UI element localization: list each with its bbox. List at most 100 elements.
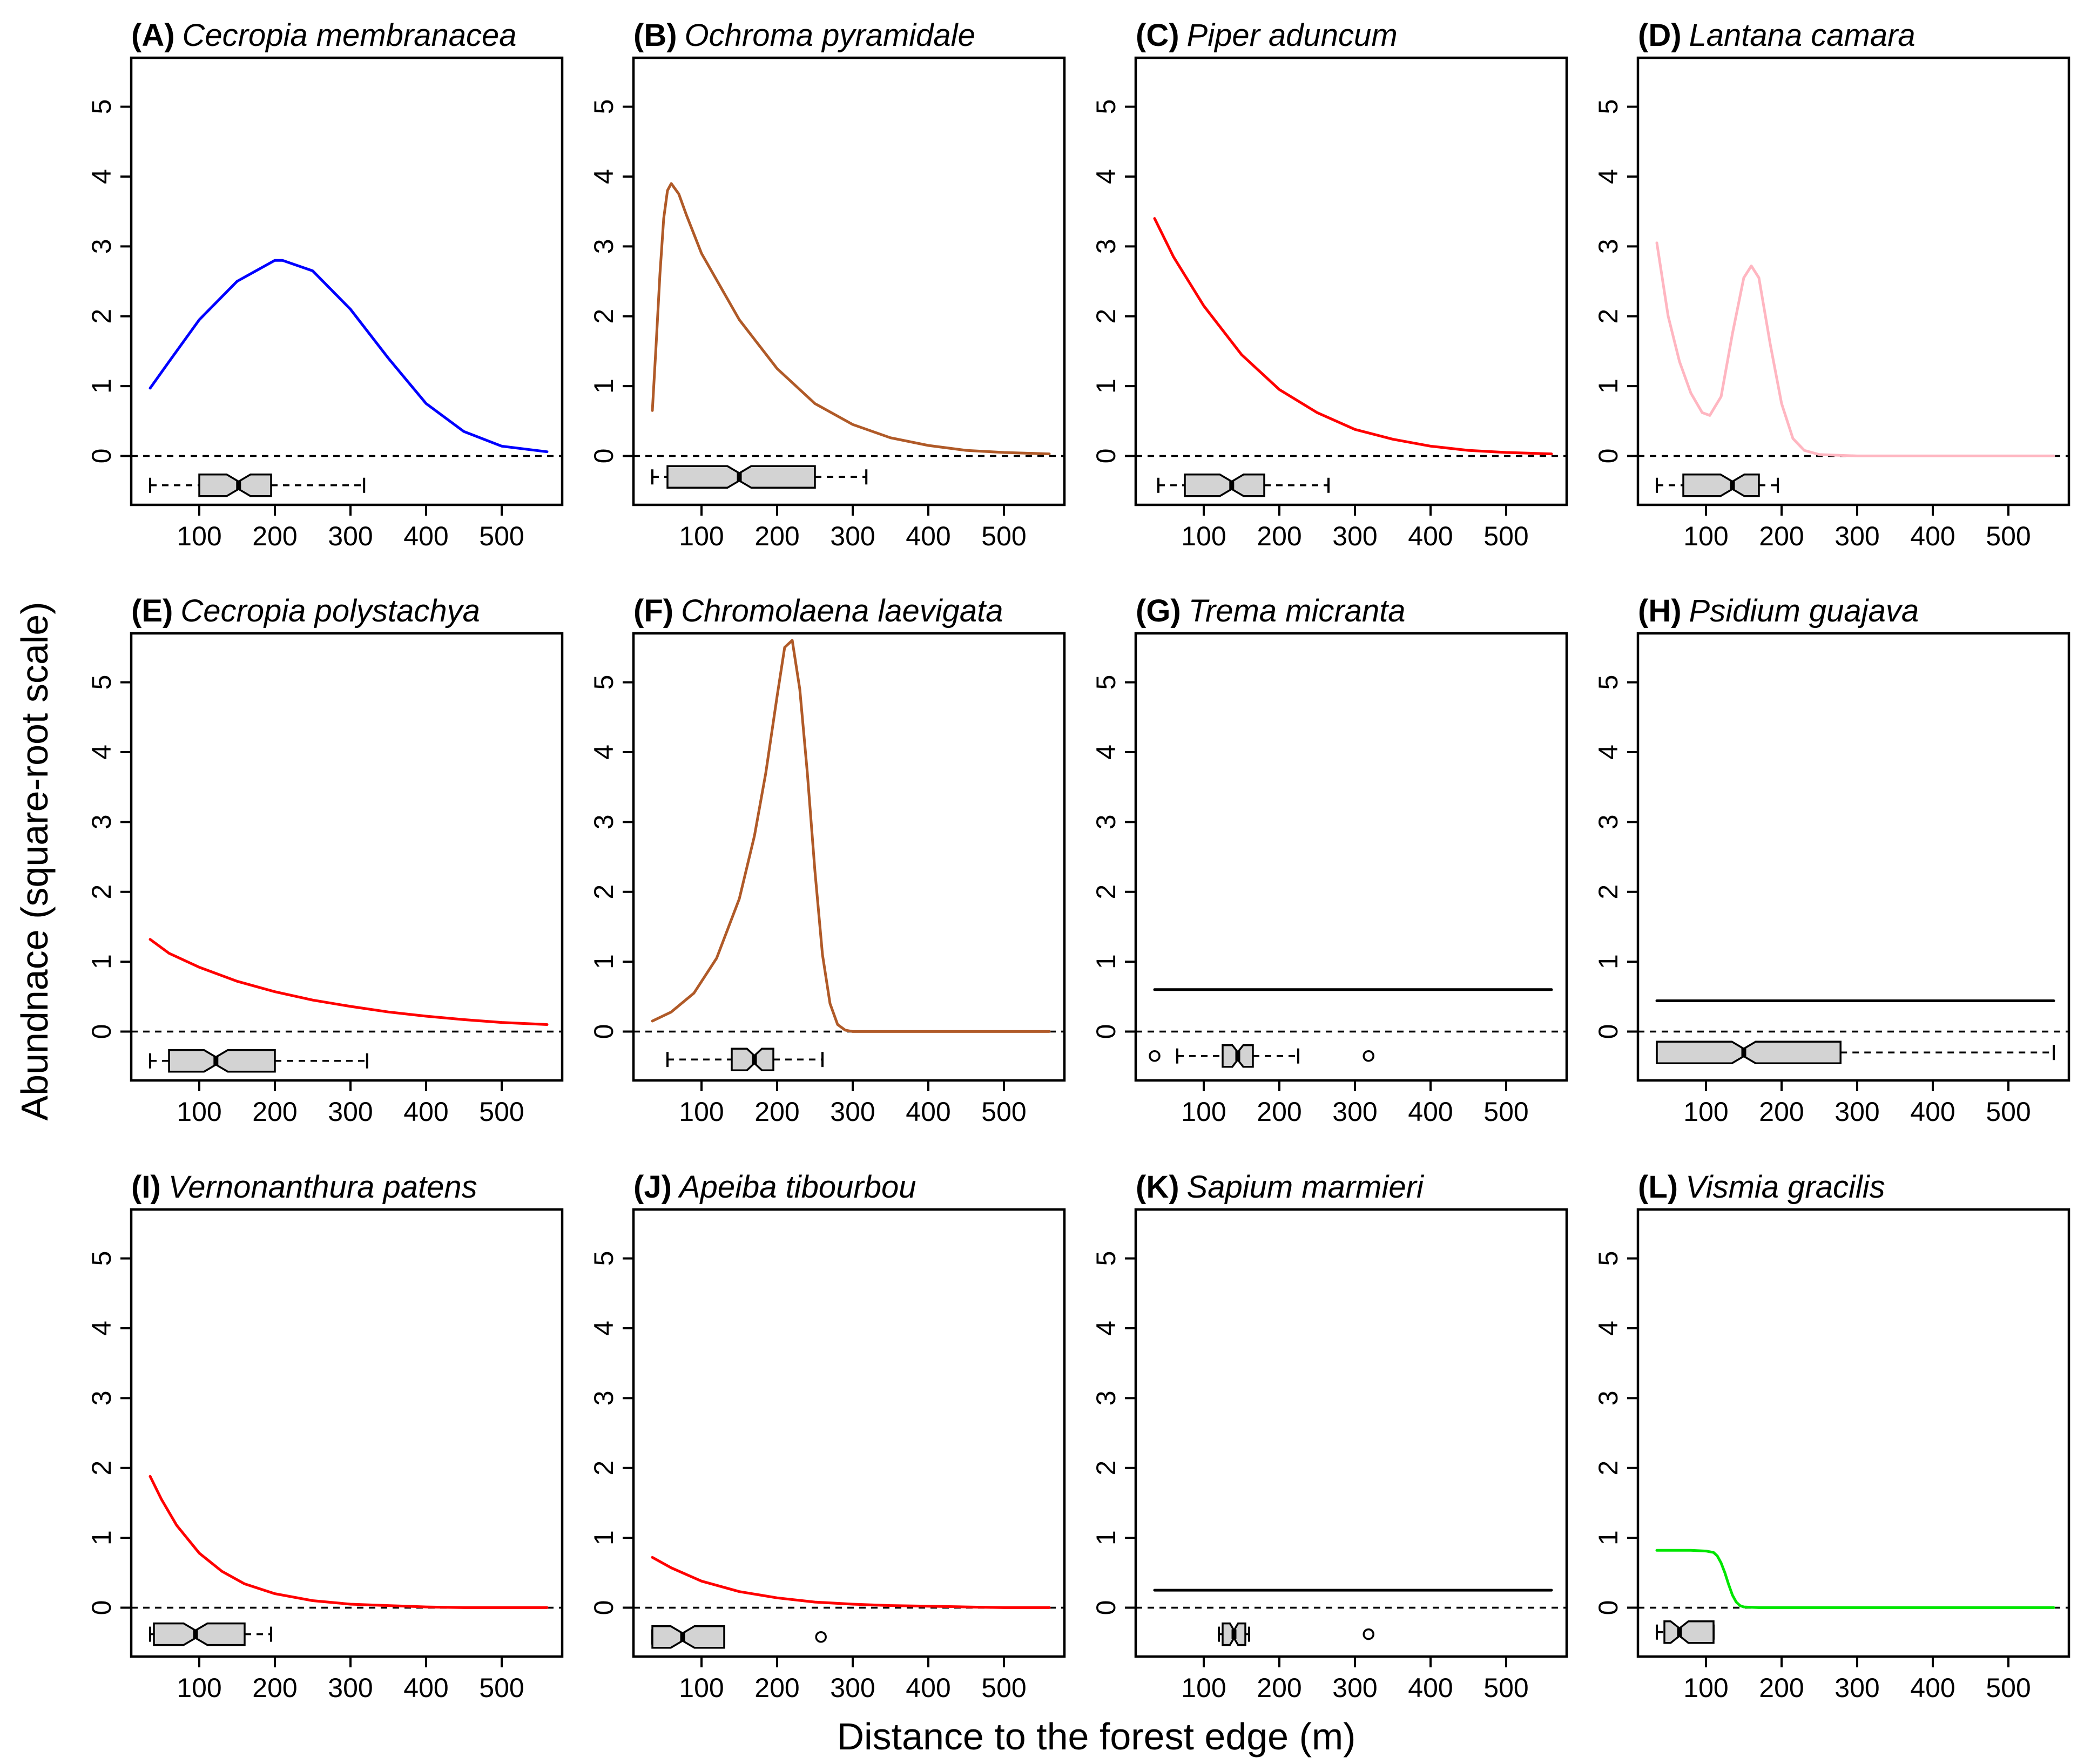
fitted-curve (651, 1556, 1051, 1609)
x-tick-label: 400 (1910, 521, 1955, 551)
y-tick-label: 2 (1091, 1461, 1121, 1476)
x-tick-label: 500 (1483, 521, 1528, 551)
x-axis-title: Distance to the forest edge (m) (837, 1715, 1356, 1758)
y-tick-label: 0 (1593, 1024, 1623, 1039)
panel-species: Lantana camara (1689, 18, 1916, 53)
x-tick-label: 100 (1181, 1097, 1226, 1127)
panel-title: (B) Ochroma pyramidale (633, 18, 975, 53)
boxplot-outlier (1363, 1628, 1374, 1640)
y-tick-label: 5 (589, 99, 619, 114)
y-tick-label: 1 (589, 954, 619, 969)
y-tick-label: 3 (86, 1390, 117, 1405)
boxplot-box (1656, 1040, 1842, 1065)
chart-panel-d: (D) Lantana camara 0 1 2 3 4 5 100 200 300 400 500 (1593, 18, 2070, 551)
x-tick-label: 400 (1910, 1673, 1955, 1703)
y-tick-label: 3 (589, 1390, 619, 1405)
x-tick-label: 300 (328, 1097, 373, 1127)
boxplot-box (1682, 474, 1760, 497)
x-tick-label: 100 (1683, 521, 1728, 551)
y-tick-label: 0 (589, 449, 619, 464)
y-tick-label: 4 (86, 169, 117, 184)
x-tick-label: 300 (1835, 1673, 1879, 1703)
y-tick-label: 2 (589, 884, 619, 900)
chart-panel-a: (A) Cecropia membranacea 0 1 2 3 4 5 100 200 300 40… (86, 18, 564, 551)
chart-panel-l: (L) Vismia gracilis 0 1 2 3 4 5 100 200 300 400 500 (1593, 1170, 2070, 1703)
chart-panel-b: (B) Ochroma pyramidale 0 1 2 3 4 5 100 200 300 400 5… (589, 18, 1066, 551)
x-tick-label: 300 (830, 1673, 875, 1703)
chart-panel-c: (C) Piper aduncum 0 1 2 3 4 5 100 200 300 400 500 (1091, 18, 1568, 551)
y-tick-label: 4 (1593, 169, 1623, 184)
y-tick-label: 4 (1593, 745, 1623, 760)
fitted-curve (1655, 241, 2055, 457)
panel-species: Chromolaena laevigata (681, 593, 1003, 628)
x-tick-label: 500 (1986, 1097, 2031, 1127)
x-tick-label: 300 (1332, 1097, 1377, 1127)
y-tick-label: 4 (589, 745, 619, 760)
panel-letter: (K) (1136, 1170, 1179, 1205)
y-tick-label: 4 (589, 1321, 619, 1336)
x-tick-label: 200 (1257, 1673, 1301, 1703)
x-tick-label: 400 (403, 521, 448, 551)
y-tick-label: 1 (1091, 1530, 1121, 1545)
y-tick-label: 3 (1091, 239, 1121, 254)
panel-title: (A) Cecropia membranacea (131, 18, 516, 53)
x-tick-label: 400 (906, 1673, 950, 1703)
x-tick-label: 200 (1759, 1097, 1804, 1127)
x-tick-label: 200 (1257, 521, 1301, 551)
fitted-curve (149, 259, 549, 454)
y-tick-label: 2 (86, 884, 117, 900)
y-tick-label: 4 (1091, 745, 1121, 760)
x-tick-label: 300 (328, 521, 373, 551)
y-tick-label: 1 (1091, 954, 1121, 969)
y-tick-label: 0 (1091, 449, 1121, 464)
panel-species: Vismia gracilis (1685, 1170, 1885, 1205)
x-tick-label: 400 (906, 521, 950, 551)
y-tick-label: 4 (1593, 1321, 1623, 1336)
x-tick-label: 100 (679, 1673, 724, 1703)
y-tick-label: 3 (589, 239, 619, 254)
panel-frame (1134, 56, 1568, 506)
panel-letter: (A) (131, 18, 175, 53)
panel-frame (632, 1208, 1066, 1658)
boxplot-box (153, 1622, 246, 1646)
x-tick-label: 400 (1408, 1097, 1453, 1127)
panel-frame (1134, 1208, 1568, 1658)
panel-letter: (E) (131, 593, 173, 628)
boxplot-outlier (1363, 1050, 1374, 1062)
y-tick-label: 1 (1593, 954, 1623, 969)
x-tick-label: 100 (1181, 521, 1226, 551)
x-tick-label: 300 (1835, 1097, 1879, 1127)
chart-panel-f: (F) Chromolaena laevigata 0 1 2 3 4 5 100 200 300 4… (589, 593, 1066, 1127)
boxplot-box (168, 1049, 276, 1073)
panel-frame (632, 56, 1066, 506)
y-tick-label: 1 (86, 954, 117, 969)
panel-frame (1636, 56, 2070, 506)
x-tick-label: 200 (754, 1097, 799, 1127)
x-tick-label: 200 (1257, 1097, 1301, 1127)
panel-title: (L) Vismia gracilis (1638, 1170, 1885, 1205)
x-tick-label: 300 (1835, 521, 1879, 551)
panel-letter: (F) (633, 593, 673, 628)
boxplot-box (651, 1625, 725, 1649)
x-tick-label: 100 (1683, 1673, 1728, 1703)
y-tick-label: 1 (589, 379, 619, 394)
y-tick-label: 2 (1593, 1461, 1623, 1476)
x-tick-label: 400 (906, 1097, 950, 1127)
x-tick-label: 500 (479, 521, 524, 551)
x-tick-label: 100 (679, 521, 724, 551)
x-tick-label: 100 (177, 1673, 221, 1703)
x-tick-label: 500 (981, 521, 1026, 551)
x-tick-label: 100 (679, 1097, 724, 1127)
x-tick-label: 200 (1759, 521, 1804, 551)
fitted-curve (1153, 217, 1553, 456)
y-tick-label: 2 (1593, 884, 1623, 900)
y-tick-label: 5 (1091, 675, 1121, 690)
panel-letter: (B) (633, 18, 677, 53)
y-tick-label: 2 (589, 309, 619, 324)
panel-title: (C) Piper aduncum (1136, 18, 1398, 53)
y-tick-label: 4 (86, 745, 117, 760)
panel-letter: (I) (131, 1170, 161, 1205)
panel-letter: (L) (1638, 1170, 1678, 1205)
